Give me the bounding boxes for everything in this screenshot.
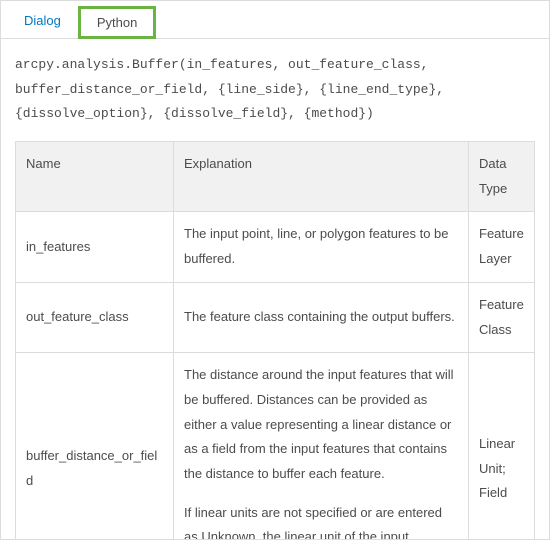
param-explanation-text: The feature class containing the output … <box>184 305 458 330</box>
table-row: buffer_distance_or_field The distance ar… <box>16 353 535 540</box>
param-datatype: Linear Unit; Field <box>469 353 535 540</box>
param-explanation-text: The distance around the input features t… <box>184 363 458 486</box>
function-signature: arcpy.analysis.Buffer(in_features, out_f… <box>15 53 535 127</box>
param-explanation-text: If linear units are not specified or are… <box>184 501 458 540</box>
table-row: in_features The input point, line, or po… <box>16 212 535 282</box>
param-explanation: The distance around the input features t… <box>174 353 469 540</box>
param-name: out_feature_class <box>16 282 174 352</box>
table-row: out_feature_class The feature class cont… <box>16 282 535 352</box>
table-header-row: Name Explanation Data Type <box>16 142 535 212</box>
param-datatype: Feature Layer <box>469 212 535 282</box>
tab-content: arcpy.analysis.Buffer(in_features, out_f… <box>1 39 549 540</box>
param-explanation: The feature class containing the output … <box>174 282 469 352</box>
header-explanation: Explanation <box>174 142 469 212</box>
param-datatype: Feature Class <box>469 282 535 352</box>
header-name: Name <box>16 142 174 212</box>
param-name: buffer_distance_or_field <box>16 353 174 540</box>
param-explanation-text: The input point, line, or polygon featur… <box>184 222 458 271</box>
tab-dialog[interactable]: Dialog <box>7 6 78 39</box>
doc-panel: Dialog Python arcpy.analysis.Buffer(in_f… <box>0 0 550 540</box>
param-name: in_features <box>16 212 174 282</box>
tab-bar: Dialog Python <box>1 1 549 39</box>
header-datatype: Data Type <box>469 142 535 212</box>
parameters-table: Name Explanation Data Type in_features T… <box>15 141 535 540</box>
param-explanation: The input point, line, or polygon featur… <box>174 212 469 282</box>
tab-python[interactable]: Python <box>78 6 156 39</box>
